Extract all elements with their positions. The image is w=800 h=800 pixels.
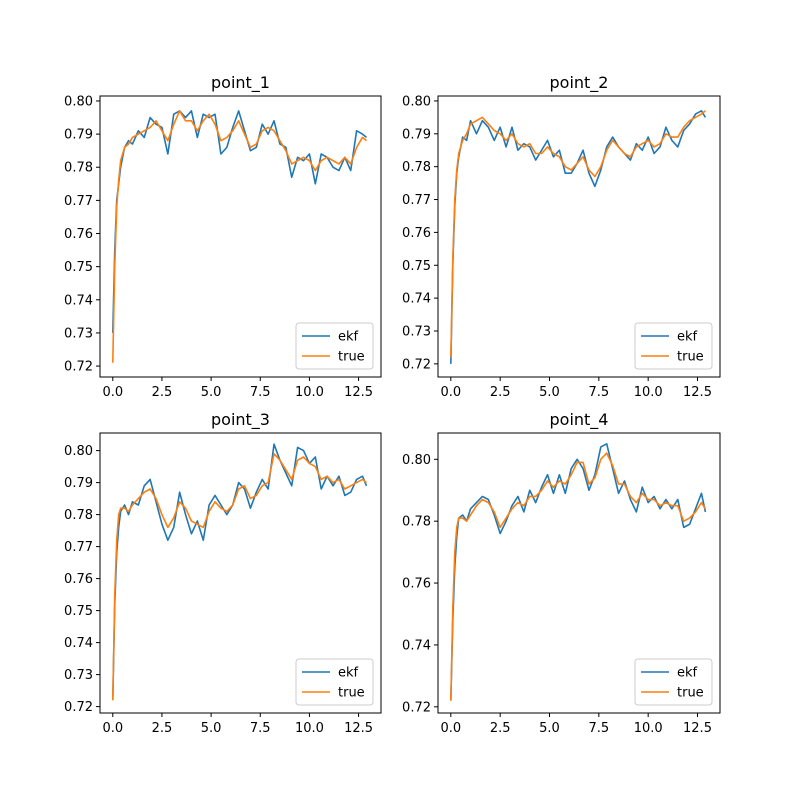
series-line-ekf	[450, 443, 707, 701]
y-tick-label: 0.80	[64, 444, 93, 459]
subplot-title: point_1	[211, 73, 270, 93]
legend-label-ekf: ekf	[338, 666, 359, 681]
legend-label-true: true	[677, 686, 704, 701]
y-tick-label: 0.75	[64, 604, 93, 619]
y-tick-label: 0.77	[64, 540, 93, 555]
legend-label-true: true	[338, 686, 365, 701]
x-tick-label: 12.5	[344, 721, 373, 736]
y-tick-label: 0.73	[64, 668, 93, 683]
y-tick-label: 0.74	[402, 638, 431, 653]
x-tick-label: 7.5	[250, 385, 271, 400]
series-line-true	[450, 110, 706, 358]
x-tick-label: 10.0	[634, 385, 663, 400]
y-tick-label: 0.78	[64, 161, 93, 176]
y-tick-label: 0.75	[64, 260, 93, 275]
axes-frame	[99, 432, 382, 714]
x-tick-label: 7.5	[588, 385, 609, 400]
x-tick-label: 10.0	[634, 721, 663, 736]
subplot-point-3: point_3 0.0 2.5 5.0 7.5 10.0 12.5 0.72 0.73 0.74…	[64, 410, 382, 736]
x-tick-label: 5.0	[539, 385, 560, 400]
x-tick-label: 5.0	[539, 721, 560, 736]
y-tick-label: 0.76	[64, 227, 93, 242]
y-tick-label: 0.78	[402, 515, 431, 530]
y-tick-label: 0.74	[402, 292, 431, 307]
y-tick-label: 0.73	[402, 324, 431, 339]
subplot-title: point_3	[211, 410, 270, 430]
y-tick-label: 0.79	[64, 128, 93, 143]
x-tick-label: 2.5	[490, 385, 511, 400]
y-tick-label: 0.74	[64, 636, 93, 651]
subplot-title: point_2	[550, 73, 609, 93]
legend-box	[295, 322, 374, 370]
series-line-ekf	[111, 110, 367, 333]
legend-label-ekf: ekf	[338, 330, 359, 345]
x-tick-label: 2.5	[152, 721, 173, 736]
subplot-point-2: point_2 0.0 2.5 5.0 7.5 10.0 12.5 0.72 0.73 0.74…	[402, 73, 721, 400]
y-tick-label: 0.79	[402, 127, 431, 142]
y-tick-label: 0.72	[64, 700, 93, 715]
y-tick-label: 0.80	[64, 94, 93, 109]
y-tick-label: 0.73	[64, 326, 93, 341]
y-tick-label: 0.72	[402, 700, 431, 715]
subplot-title: point_4	[550, 410, 609, 430]
legend-label-ekf: ekf	[677, 330, 698, 345]
legend-label-true: true	[677, 350, 704, 365]
series-line-true	[111, 110, 367, 363]
x-tick-label: 2.5	[152, 385, 173, 400]
y-tick-label: 0.79	[64, 476, 93, 491]
x-tick-label: 7.5	[588, 721, 609, 736]
y-tick-label: 0.78	[402, 160, 431, 175]
legend-label-ekf: ekf	[677, 666, 698, 681]
y-tick-label: 0.77	[402, 193, 431, 208]
y-tick-label: 0.77	[64, 194, 93, 209]
axes-frame	[99, 95, 382, 378]
y-tick-label: 0.76	[402, 226, 431, 241]
y-tick-label: 0.78	[64, 508, 93, 523]
y-tick-label: 0.75	[402, 259, 431, 274]
x-tick-label: 10.0	[295, 721, 324, 736]
y-tick-label: 0.72	[64, 360, 93, 375]
series-line-ekf	[111, 443, 368, 701]
x-tick-label: 7.5	[250, 721, 271, 736]
x-tick-label: 2.5	[490, 721, 511, 736]
y-tick-label: 0.74	[64, 293, 93, 308]
axes-frame	[437, 432, 721, 714]
subplot-point-4: point_4 0.0 2.5 5.0 7.5 10.0 12.5 0.72 0.74 0.76…	[402, 410, 721, 736]
series-line-ekf	[450, 109, 707, 364]
x-tick-label: 12.5	[683, 721, 712, 736]
y-tick-label: 0.80	[402, 94, 431, 109]
x-tick-label: 10.0	[295, 385, 324, 400]
legend-label-true: true	[338, 350, 365, 365]
series-line-true	[450, 452, 707, 701]
x-tick-label: 5.0	[201, 385, 222, 400]
series-line-true	[111, 452, 367, 701]
x-tick-label: 5.0	[201, 721, 222, 736]
x-tick-label: 0.0	[440, 385, 461, 400]
axes-frame	[437, 95, 721, 378]
x-tick-label: 12.5	[344, 385, 373, 400]
x-tick-label: 12.5	[683, 385, 712, 400]
y-tick-label: 0.80	[402, 453, 431, 468]
y-tick-label: 0.76	[64, 572, 93, 587]
legend-box	[634, 322, 713, 370]
x-tick-label: 0.0	[102, 385, 123, 400]
x-tick-label: 0.0	[440, 721, 461, 736]
subplot-point-1: point_1 0.0 2.5 5.0 7.5 10.0 12.5 0.72 0.73 0.74…	[64, 73, 382, 400]
x-tick-label: 0.0	[102, 721, 123, 736]
legend-box	[295, 658, 374, 706]
y-tick-label: 0.72	[402, 357, 431, 372]
y-tick-label: 0.76	[402, 577, 431, 592]
legend-box	[634, 658, 713, 706]
